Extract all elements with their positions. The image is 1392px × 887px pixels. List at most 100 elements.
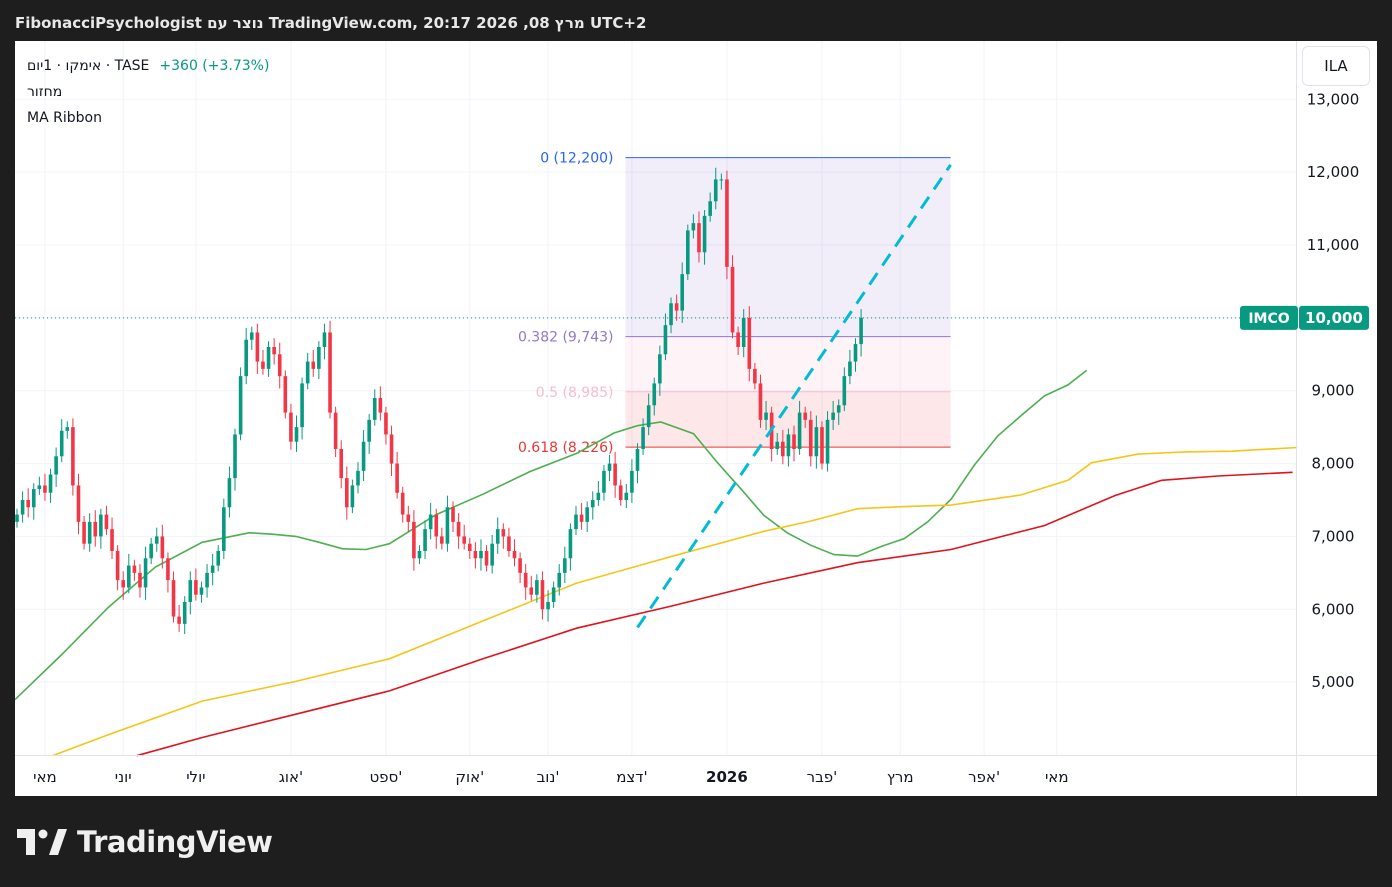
- candle-body[interactable]: [456, 521, 461, 537]
- candle-body[interactable]: [473, 551, 478, 559]
- candle-body[interactable]: [859, 317, 863, 345]
- candle-body[interactable]: [618, 485, 623, 500]
- candle-body[interactable]: [652, 383, 657, 406]
- candle-body[interactable]: [115, 551, 120, 581]
- candle-body[interactable]: [317, 347, 321, 369]
- candle-body[interactable]: [160, 536, 165, 559]
- candle-body[interactable]: [725, 179, 729, 267]
- candle-body[interactable]: [697, 223, 701, 253]
- candle-body[interactable]: [663, 325, 668, 355]
- candle-body[interactable]: [607, 463, 612, 471]
- candle-body[interactable]: [121, 580, 126, 588]
- candle-body[interactable]: [15, 514, 19, 522]
- candle-body[interactable]: [518, 558, 522, 573]
- candle-body[interactable]: [613, 463, 617, 486]
- candle-body[interactable]: [311, 361, 316, 369]
- candle-body[interactable]: [417, 551, 422, 559]
- candle-body[interactable]: [261, 361, 265, 369]
- candle-body[interactable]: [792, 434, 796, 449]
- candle-body[interactable]: [93, 521, 98, 537]
- candle-body[interactable]: [356, 470, 360, 486]
- candle-body[interactable]: [110, 529, 114, 551]
- candle-body[interactable]: [814, 427, 819, 457]
- candle-body[interactable]: [339, 449, 344, 479]
- candle-body[interactable]: [831, 412, 835, 420]
- candle-body[interactable]: [781, 441, 785, 457]
- candle-body[interactable]: [775, 441, 780, 449]
- ma-green-line[interactable]: [15, 369, 1088, 701]
- candle-body[interactable]: [372, 398, 377, 420]
- candle-body[interactable]: [294, 427, 299, 442]
- candle-body[interactable]: [507, 536, 511, 551]
- candle-body[interactable]: [563, 558, 567, 573]
- candle-body[interactable]: [216, 551, 221, 566]
- candle-body[interactable]: [423, 529, 427, 551]
- candle-body[interactable]: [143, 558, 148, 588]
- candle-body[interactable]: [440, 536, 444, 544]
- candle-body[interactable]: [719, 179, 724, 181]
- candle-body[interactable]: [149, 543, 153, 559]
- candle-body[interactable]: [277, 354, 282, 377]
- candle-body[interactable]: [702, 215, 707, 253]
- candle-body[interactable]: [797, 412, 802, 449]
- candle-body[interactable]: [244, 339, 248, 377]
- candle-body[interactable]: [495, 529, 500, 544]
- candle-body[interactable]: [99, 514, 103, 537]
- candle-body[interactable]: [630, 470, 634, 493]
- candle-body[interactable]: [557, 572, 562, 588]
- candle-body[interactable]: [808, 419, 813, 457]
- candle-body[interactable]: [194, 580, 198, 595]
- indicator-volume[interactable]: מחזור: [27, 84, 63, 100]
- candle-body[interactable]: [691, 223, 696, 231]
- candle-body[interactable]: [82, 521, 86, 544]
- candle-body[interactable]: [59, 430, 64, 457]
- candle-body[interactable]: [669, 303, 673, 326]
- candle-body[interactable]: [747, 317, 752, 369]
- candle-body[interactable]: [674, 303, 679, 311]
- candle-body[interactable]: [641, 427, 645, 449]
- currency-button[interactable]: ILA: [1302, 46, 1370, 86]
- candle-body[interactable]: [395, 463, 399, 493]
- candle-body[interactable]: [820, 427, 824, 464]
- price-chart[interactable]: 0 (12,200) 0.382 (9,743) 0.5 (8,985) 0.618 …: [15, 41, 1377, 796]
- candle-body[interactable]: [37, 485, 42, 490]
- candle-body[interactable]: [166, 558, 170, 581]
- candle-body[interactable]: [26, 500, 30, 508]
- candle-body[interactable]: [171, 580, 176, 617]
- candle-body[interactable]: [646, 405, 651, 428]
- candle-body[interactable]: [20, 500, 25, 515]
- candle-body[interactable]: [590, 500, 595, 508]
- ma-yellow-line[interactable]: [52, 446, 1298, 757]
- candle-body[interactable]: [233, 434, 237, 479]
- candle-body[interactable]: [65, 427, 70, 431]
- candle-body[interactable]: [585, 507, 589, 522]
- candle-body[interactable]: [736, 332, 740, 347]
- candle-body[interactable]: [238, 376, 243, 435]
- candle-body[interactable]: [713, 179, 718, 202]
- candle-body[interactable]: [378, 398, 383, 413]
- candle-body[interactable]: [283, 376, 288, 413]
- candle-body[interactable]: [741, 317, 746, 347]
- candle-body[interactable]: [182, 602, 187, 624]
- candle-body[interactable]: [54, 456, 58, 475]
- candle-body[interactable]: [479, 551, 483, 559]
- candle-body[interactable]: [853, 344, 858, 362]
- candle-body[interactable]: [523, 572, 528, 588]
- candle-body[interactable]: [490, 543, 494, 566]
- candle-body[interactable]: [367, 419, 371, 442]
- candle-body[interactable]: [412, 521, 416, 559]
- candle-body[interactable]: [48, 474, 53, 493]
- candle-body[interactable]: [31, 489, 36, 508]
- candle-body[interactable]: [328, 332, 332, 413]
- candle-body[interactable]: [305, 361, 310, 384]
- candle-body[interactable]: [266, 347, 271, 369]
- candle-body[interactable]: [803, 412, 807, 420]
- candle-body[interactable]: [535, 580, 539, 595]
- candle-body[interactable]: [104, 514, 109, 530]
- candle-body[interactable]: [635, 449, 640, 471]
- candle-body[interactable]: [764, 412, 768, 420]
- candle-body[interactable]: [132, 565, 137, 573]
- candle-body[interactable]: [445, 507, 450, 544]
- candle-body[interactable]: [484, 551, 489, 566]
- candle-body[interactable]: [210, 565, 215, 573]
